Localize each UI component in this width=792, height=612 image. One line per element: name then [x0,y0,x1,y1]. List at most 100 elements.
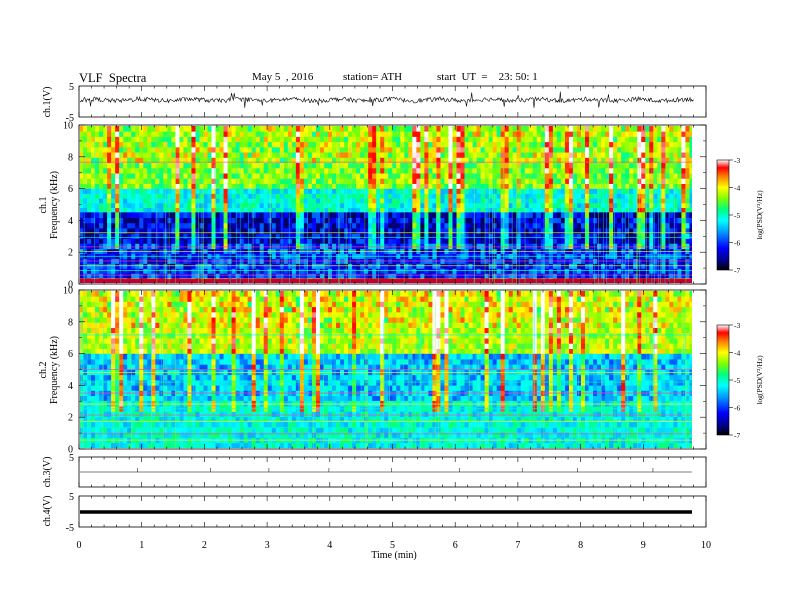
spectrogram-cell [468,202,473,209]
spectrogram-cell [520,131,526,137]
spectrogram-cell [617,136,622,143]
spectrogram-cell [589,152,594,158]
spectrogram-cell [83,183,88,190]
spectrogram-cell [448,222,453,229]
spectrogram-cell [424,217,429,224]
spectrogram-cell [605,233,610,239]
spectrogram-cell [424,222,429,229]
spectrogram-cell [420,198,425,204]
spectrogram-cell [135,233,140,239]
spectrogram-cell [589,136,594,143]
spectrogram-cell [621,207,626,213]
spectrogram-cell [665,212,670,218]
spectrogram-cell [560,222,566,229]
spectrogram-cell [115,198,120,204]
spectrogram-cell [143,202,148,209]
spectrogram-cell [95,273,100,279]
spectrogram-cell [251,202,257,209]
spectrogram-cell [508,268,514,274]
spectrogram-cell [508,162,514,169]
spectrogram-cell [135,238,140,245]
spectrogram-cell [601,126,606,132]
spectrogram-cell [303,157,309,164]
spectrogram-cell [601,152,606,158]
spectrogram-cell [287,217,293,224]
spectrogram-cell [143,273,148,279]
spectrogram-cell [428,141,433,148]
spectrogram-cell [171,263,176,269]
spectrogram-cell [576,243,582,250]
spectrogram-cell [179,152,184,158]
spectrogram-cell [560,212,566,218]
spectrogram-cell [372,131,377,137]
spectrogram-cell [685,273,690,279]
spectrogram-cell [332,268,337,274]
spectrogram-cell [311,141,317,148]
spectrogram-cell [215,157,220,164]
spectrogram-cell [585,268,590,274]
spectrogram-cell [271,131,277,137]
spectrogram-cell [653,193,658,199]
spectrogram-cell [99,238,104,245]
spectrogram-cell [147,152,152,158]
spectrogram-cell [653,263,658,269]
spectrogram-cell [83,268,88,274]
spectrogram-cell [460,233,465,239]
spectrogram-cell [283,217,289,224]
spectrogram-cell [131,126,136,132]
spectrogram-cell [424,188,429,194]
spectrogram-cell [625,212,630,218]
spectrogram-cell [372,173,377,179]
spectrogram-cell [167,167,172,174]
spectrogram-cell [572,238,578,245]
spectrogram-cell [119,126,124,132]
spectrogram-cell [605,146,610,153]
spectrogram-cell [227,152,233,158]
spectrogram-cell [540,173,546,179]
spectrogram-cell [147,136,152,143]
spectrogram-cell [440,263,445,269]
spectrogram-cell [448,268,453,274]
spectrogram-cell [416,193,421,199]
spectrogram-cell [319,131,325,137]
spectrogram-cell [633,273,638,279]
spectrogram-cell [568,126,574,132]
spectrogram-cell [155,126,160,132]
spectrogram-cell [259,193,265,199]
spectrogram-cell [323,167,329,174]
spectrogram-cell [267,141,273,148]
spectrogram-cell [424,193,429,199]
spectrogram-cell [299,273,305,279]
spectrogram-cell [601,263,606,269]
spectrogram-cell [585,273,590,279]
spectrogram-cell [685,202,690,209]
spectrogram-cell [432,202,437,209]
spectrogram-cell [585,178,590,184]
spectrogram-cell [609,193,614,199]
spectrogram-cell [376,152,381,158]
spectrogram-cell [303,222,309,229]
spectrogram-cell [139,198,144,204]
spectrogram-cell [283,202,289,209]
spectrogram-cell [524,157,530,164]
spectrogram-cell [151,273,156,279]
spectrogram-cell [500,188,506,194]
spectrogram-cell [143,268,148,274]
spectrogram-cell [111,238,116,245]
spectrogram-cell [107,173,112,179]
spectrogram-cell [219,233,224,239]
spectrogram-cell [464,183,469,190]
spectrogram-cell [601,273,606,279]
spectrogram-cell [364,167,369,174]
spectrogram-cell [649,198,654,204]
spectrogram-cell [685,183,690,190]
spectrogram-cell [460,217,465,224]
spectrogram-cell [392,152,397,158]
spectrogram-cell [251,207,257,213]
spectrogram-cell [215,243,220,250]
spectrogram-cell [372,202,377,209]
spectrogram-cell [328,126,333,132]
spectrogram-cell [191,188,196,194]
spectrogram-cell [99,228,104,234]
spectrogram-cell [231,173,237,179]
